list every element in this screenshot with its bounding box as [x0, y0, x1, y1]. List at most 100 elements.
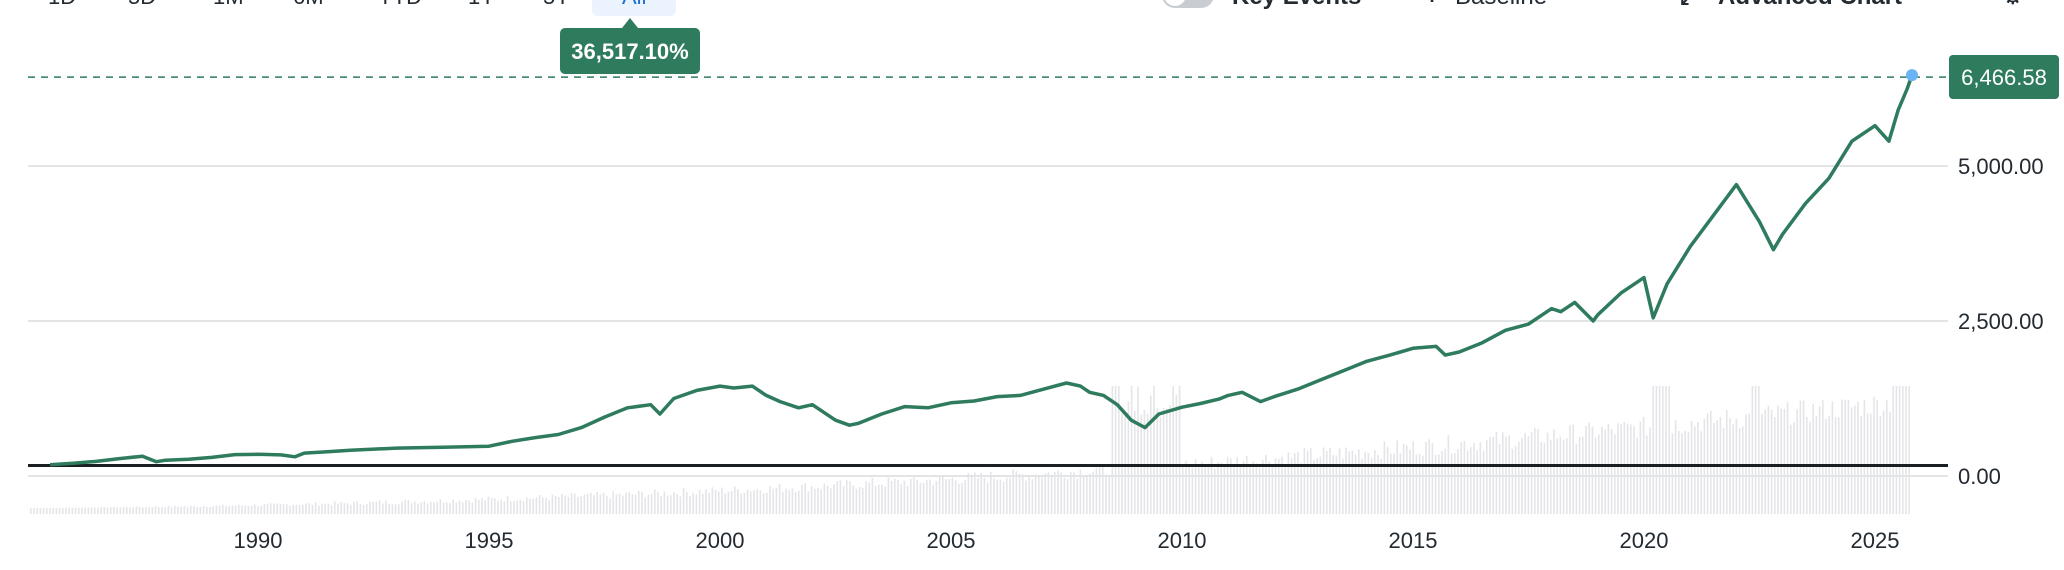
volume-bar	[340, 501, 342, 514]
volume-bar	[206, 506, 208, 514]
volume-bar	[865, 481, 867, 514]
range-button-1d[interactable]: 1D	[40, 0, 84, 16]
volume-bar	[1783, 408, 1786, 514]
volume-bar	[1214, 468, 1216, 514]
volume-bar	[529, 498, 531, 514]
volume-bar	[1687, 432, 1690, 514]
volume-bar	[1002, 481, 1005, 514]
volume-bar	[1457, 448, 1459, 514]
volume-bar	[670, 495, 672, 514]
volume-bar	[199, 506, 202, 514]
volume-bar	[420, 502, 422, 514]
gear-icon[interactable]: ⚙	[2002, 0, 2024, 9]
volume-bar	[954, 480, 957, 514]
volume-bar	[334, 501, 336, 514]
volume-bar	[1172, 386, 1174, 514]
volume-bar	[1655, 386, 1658, 514]
advanced-chart-button[interactable]: Advanced Chart	[1718, 0, 1902, 9]
volume-bar	[1559, 437, 1562, 514]
volume-bar	[1185, 460, 1187, 514]
volume-bar	[1105, 474, 1107, 514]
volume-bar	[711, 487, 714, 514]
range-button-5y[interactable]: 5Y	[535, 0, 578, 16]
volume-bar	[1198, 467, 1200, 514]
volume-bar	[1367, 453, 1370, 514]
volume-bar	[1034, 474, 1037, 514]
volume-bar	[791, 488, 794, 514]
volume-bar	[583, 494, 586, 514]
baseline-button[interactable]: Baseline	[1455, 0, 1547, 9]
volume-bar	[932, 484, 934, 514]
volume-bar	[542, 497, 544, 514]
volume-bar	[1866, 413, 1869, 514]
volume-bar	[1454, 453, 1456, 514]
key-events-toggle[interactable]	[1162, 0, 1214, 8]
volume-bar	[426, 503, 429, 514]
volume-bar	[1156, 408, 1158, 514]
volume-bar	[1524, 432, 1526, 514]
volume-bar	[990, 471, 992, 514]
volume-bar	[484, 500, 486, 514]
volume-bar	[1668, 386, 1670, 514]
volume-bar	[1630, 424, 1632, 514]
range-button-1m[interactable]: 1M	[205, 0, 252, 16]
volume-bar	[1694, 426, 1696, 514]
volume-bar	[1274, 458, 1277, 514]
volume-bar	[830, 488, 832, 514]
volume-bar	[433, 502, 435, 514]
volume-bar	[948, 478, 950, 514]
volume-bar	[1111, 386, 1114, 514]
volume-bar	[1108, 476, 1110, 514]
volume-bar	[1028, 475, 1030, 514]
volume-bar	[58, 507, 61, 514]
range-button-ytd[interactable]: YTD	[370, 0, 430, 16]
volume-bar	[218, 505, 221, 514]
volume-bar	[241, 505, 243, 514]
volume-bar	[894, 478, 896, 514]
volume-bar	[1591, 426, 1594, 514]
volume-bar	[1742, 426, 1744, 514]
volume-bar	[388, 503, 390, 514]
volume-bar	[1262, 459, 1264, 514]
volume-bar	[356, 501, 358, 514]
key-events-label[interactable]: Key Events	[1232, 0, 1361, 9]
volume-bar	[1447, 435, 1450, 514]
volume-bar	[71, 507, 74, 514]
volume-bar	[1822, 399, 1824, 514]
volume-bar	[1425, 441, 1427, 514]
volume-bar	[196, 506, 198, 514]
range-button-1y[interactable]: 1Y	[460, 0, 503, 16]
volume-bar	[1252, 461, 1254, 514]
range-button-6m[interactable]: 6M	[285, 0, 332, 16]
volume-bar	[318, 505, 320, 514]
volume-bar	[164, 507, 166, 514]
volume-bar	[1380, 458, 1382, 514]
volume-bar	[190, 505, 192, 514]
volume-bar	[615, 494, 618, 514]
volume-bar	[513, 501, 515, 514]
volume-bar	[1892, 386, 1894, 514]
x-tick-label: 2005	[927, 528, 976, 553]
volume-bar	[135, 506, 138, 514]
volume-bar	[1662, 386, 1664, 514]
volume-bar	[846, 479, 848, 514]
volume-bar	[302, 504, 304, 514]
volume-bar	[526, 497, 528, 514]
volume-bar	[807, 491, 810, 514]
volume-bar	[1777, 405, 1779, 514]
volume-bar	[276, 503, 278, 514]
volume-bar	[826, 485, 829, 514]
volume-bar	[132, 507, 134, 514]
change-percent-label: 36,517.10%	[571, 39, 688, 64]
volume-bar	[1790, 424, 1792, 514]
volume-bar	[65, 507, 67, 514]
range-button-5d[interactable]: 5D	[120, 0, 164, 16]
volume-bar	[1764, 409, 1766, 514]
range-button-all[interactable]: All	[592, 0, 677, 16]
volume-bar	[311, 504, 314, 514]
y-tick-label: 5,000.00	[1958, 154, 2044, 179]
volume-bar	[961, 482, 963, 514]
volume-bar	[1130, 386, 1133, 514]
change-badge-pointer	[622, 18, 638, 28]
volume-bar	[1898, 386, 1901, 514]
